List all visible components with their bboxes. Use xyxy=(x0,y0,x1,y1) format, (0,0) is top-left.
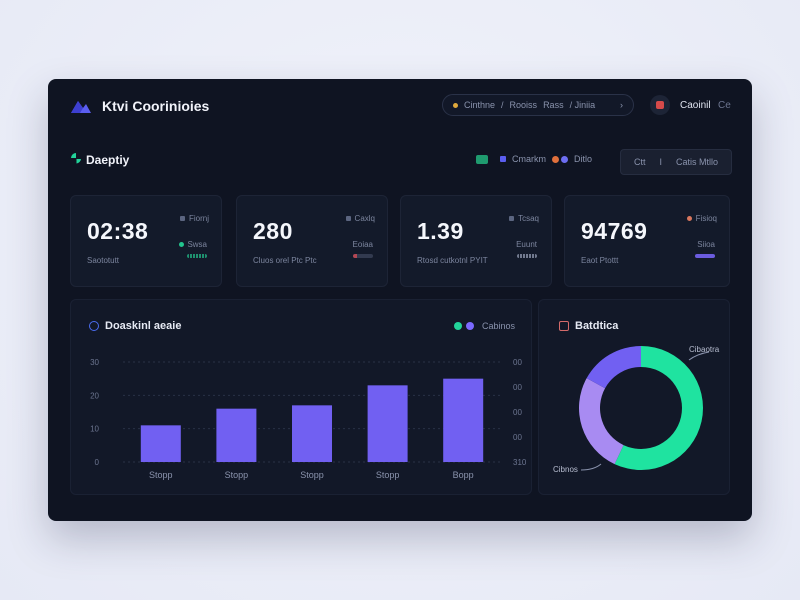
stat-change: Swsa xyxy=(179,240,207,249)
stat-value: 94769 xyxy=(581,218,648,244)
stat-period[interactable]: Fisioq xyxy=(686,214,717,223)
x-tick-label: Bopp xyxy=(453,470,474,480)
stat-value: 02:38 xyxy=(87,218,149,244)
filter-tag-icon[interactable] xyxy=(476,154,488,164)
stat-period[interactable]: Fiornj xyxy=(179,214,209,223)
user-name[interactable]: Caoinil xyxy=(680,100,711,111)
stat-card[interactable]: 94769 Eaot Ptottt Fisioq Siioa xyxy=(564,195,730,287)
x-tick-label: Stopp xyxy=(376,470,400,480)
bar[interactable] xyxy=(216,408,257,462)
y-tick-label-right: 00 xyxy=(513,433,522,442)
chart-icon xyxy=(559,321,569,331)
stat-change: Euunt xyxy=(516,240,537,249)
bar-chart: 0 10 20 30 00 00 00 00 310 Stopp Stopp Stopp Stopp Bo… xyxy=(90,358,527,480)
dashboard-section-icon xyxy=(71,153,81,164)
date-label: I xyxy=(659,157,662,167)
donut-chart-title: Batdtica xyxy=(575,320,619,332)
dashboard-window: Ktvi Coorinioies Cinthne / Rooiss Rass /… xyxy=(48,79,752,521)
y-tick-label-right: 00 xyxy=(513,383,522,392)
calendar-icon xyxy=(345,216,351,221)
legend-dot-icon xyxy=(453,322,462,330)
donut-chart-panel: Batdtica Cibaotra Cibnos xyxy=(538,299,730,495)
donut-chart: Cibaotra Cibnos xyxy=(553,345,720,474)
legend-label: Ditlo xyxy=(574,154,593,164)
calendar-icon xyxy=(179,216,185,221)
app-title: Ktvi Coorinioies xyxy=(102,98,210,114)
stat-label: Cluos orel Ptc Ptc xyxy=(253,256,317,265)
bar-chart-title: Doaskinl aeaie xyxy=(105,320,182,332)
trend-indicator xyxy=(517,254,537,258)
status-dot-icon xyxy=(453,102,458,108)
chevron-right-icon[interactable]: › xyxy=(620,100,623,110)
stat-label: Rtosd cutkotnl PYIT xyxy=(417,256,488,265)
callout-line xyxy=(688,351,710,361)
trend-indicator xyxy=(353,254,373,258)
chart-icon xyxy=(89,321,99,331)
y-tick-label: 20 xyxy=(90,391,99,400)
breadcrumb-separator: / xyxy=(501,100,504,110)
calendar-icon xyxy=(509,216,515,221)
bar[interactable] xyxy=(292,405,332,462)
donut-slice[interactable] xyxy=(579,378,624,465)
breadcrumb-item[interactable]: Cinthne xyxy=(464,100,496,110)
filter-legend: Cmarkm Ditlo xyxy=(476,151,592,167)
callout-line xyxy=(580,463,602,471)
avatar[interactable] xyxy=(650,95,670,115)
breadcrumb-item[interactable]: Rooiss xyxy=(509,100,538,110)
legend-dot-icon xyxy=(465,322,474,330)
bar[interactable] xyxy=(367,385,408,462)
stat-change: Siioa xyxy=(697,240,715,249)
stat-period[interactable]: Caxlq xyxy=(345,214,375,223)
legend-label: Cabinos xyxy=(481,321,515,331)
avatar-badge-icon xyxy=(656,101,664,109)
breadcrumb-pill[interactable]: Cinthne / Rooiss Rass / Jiniia › xyxy=(442,94,634,116)
stat-value: 280 xyxy=(253,218,293,244)
user-menu-toggle[interactable]: Ce xyxy=(718,100,731,111)
stat-value: 1.39 xyxy=(417,218,464,244)
y-tick-label-right: 310 xyxy=(513,458,527,467)
donut-slice[interactable] xyxy=(586,346,641,389)
stat-card[interactable]: 02:38 Saototutt Fiornj Swsa xyxy=(70,195,222,287)
date-range-button[interactable]: Ctt I Catis Mtllo xyxy=(620,149,732,175)
stat-period[interactable]: Tcsaq xyxy=(509,214,539,223)
x-tick-label: Stopp xyxy=(225,470,249,480)
y-tick-label-right: 00 xyxy=(513,358,522,367)
page-title: Daeptiy xyxy=(86,153,130,167)
bar-chart-panel: Doaskinl aeaie Cabinos 0 10 20 30 00 00 00 00 31… xyxy=(70,299,532,495)
bar[interactable] xyxy=(140,425,181,462)
y-tick-label: 0 xyxy=(95,458,100,467)
legend-dot-icon xyxy=(500,156,506,162)
stat-label: Eaot Ptottt xyxy=(581,256,619,265)
calendar-icon xyxy=(686,216,692,221)
legend-dot-icon xyxy=(552,155,559,163)
chart-legend[interactable]: Cabinos xyxy=(453,321,515,331)
stat-card[interactable]: 1.39 Rtosd cutkotnl PYIT Tcsaq Euunt xyxy=(400,195,552,287)
donut-label: Cibnos xyxy=(553,465,578,474)
x-tick-label: Stopp xyxy=(149,470,173,480)
y-tick-label: 30 xyxy=(90,358,99,367)
y-tick-label: 10 xyxy=(90,425,99,434)
stat-card[interactable]: 280 Cluos orel Ptc Ptc Caxlq Eoiaa xyxy=(236,195,388,287)
donut-label: Cibaotra xyxy=(689,345,720,354)
legend-label: Cmarkm xyxy=(512,154,546,164)
stat-change: Eoiaa xyxy=(352,240,373,249)
bar[interactable] xyxy=(443,378,484,462)
date-label: Ctt xyxy=(633,157,646,167)
trend-indicator xyxy=(187,254,207,258)
breadcrumb-item[interactable]: Rass xyxy=(543,100,564,110)
donut-slice[interactable] xyxy=(614,346,703,470)
logo-icon xyxy=(71,101,91,113)
trend-dot-icon xyxy=(179,242,185,247)
date-label: Catis Mtllo xyxy=(676,157,719,167)
stat-label: Saototutt xyxy=(87,256,120,265)
trend-indicator xyxy=(695,254,715,258)
x-tick-label: Stopp xyxy=(300,470,324,480)
breadcrumb-item[interactable]: / Jiniia xyxy=(569,100,596,110)
y-tick-label-right: 00 xyxy=(513,408,522,417)
legend-dot-icon xyxy=(561,155,568,163)
